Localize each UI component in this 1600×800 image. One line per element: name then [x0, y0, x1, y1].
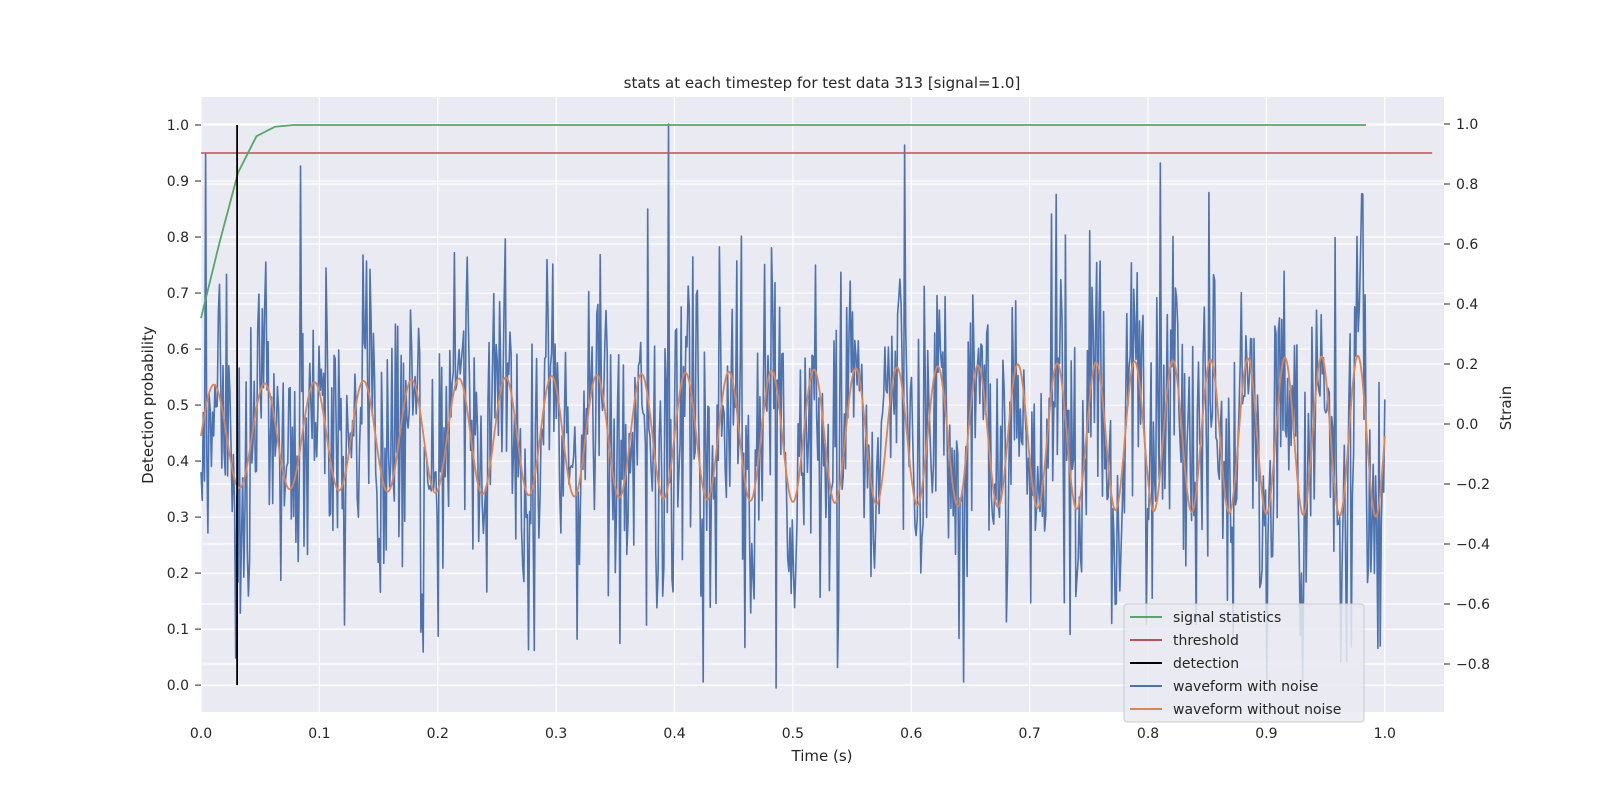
x-tick-label: 0.4 — [663, 726, 685, 742]
legend-item-waveform-without-noise: waveform without noise — [1130, 702, 1341, 718]
x-tick-label: 0.8 — [1137, 726, 1159, 742]
y-tick-label: 1.0 — [167, 118, 189, 134]
y-right-tick-label: 0.8 — [1456, 177, 1478, 193]
y-right-tick-label: 0.2 — [1456, 357, 1478, 373]
x-tick-label: 0.1 — [308, 726, 330, 742]
legend-item-waveform-with-noise: waveform with noise — [1130, 679, 1318, 695]
y-tick-label: 0.8 — [167, 230, 189, 246]
y-right-tick-label: 0.0 — [1456, 417, 1478, 433]
y-tick-label: 0.6 — [167, 342, 189, 358]
y-right-tick-label: 0.6 — [1456, 237, 1478, 253]
y-tick-label: 0.1 — [167, 622, 189, 638]
legend-label-detection: detection — [1173, 656, 1239, 672]
legend-label-waveform-with-noise: waveform with noise — [1173, 679, 1318, 695]
y-right-tick-label: −0.8 — [1456, 657, 1490, 673]
y-right-axis-label: Strain — [1497, 386, 1515, 430]
legend: signal statistics threshold detection wa… — [1123, 603, 1365, 723]
y-right-tick-label: −0.6 — [1456, 597, 1490, 613]
x-tick-label: 0.9 — [1255, 726, 1277, 742]
y-right-tick-label: 1.0 — [1456, 117, 1478, 133]
y-right-tick-label: −0.4 — [1456, 537, 1490, 553]
legend-label-signal-statistics: signal statistics — [1173, 610, 1281, 626]
y-right-tick-label: −0.2 — [1456, 477, 1490, 493]
y-tick-label: 0.9 — [167, 174, 189, 190]
series-waveform-without-noise — [200, 354, 1386, 519]
y-axis-label: Detection probability — [139, 326, 157, 484]
x-tick-label: 0.2 — [427, 726, 449, 742]
series-layer — [200, 123, 1433, 689]
legend-item-detection: detection — [1130, 656, 1239, 672]
legend-item-threshold: threshold — [1130, 633, 1239, 649]
y-tick-label: 0.0 — [167, 678, 189, 694]
legend-label-waveform-without-noise: waveform without noise — [1173, 702, 1341, 718]
legend-box — [1123, 603, 1365, 723]
y-tick-label: 0.3 — [167, 510, 189, 526]
x-axis-label: Time (s) — [791, 747, 853, 765]
y-right-tick-label: 0.4 — [1456, 297, 1478, 313]
y-tick-labels: 0.0 0.1 0.2 0.3 0.4 0.5 0.6 0.7 0.8 0.9 1.0 — [167, 118, 201, 694]
chart-title: stats at each timestep for test data 313… — [624, 74, 1021, 92]
y-tick-label: 0.2 — [167, 566, 189, 582]
y-tick-label: 0.5 — [167, 398, 189, 414]
legend-label-threshold: threshold — [1173, 633, 1239, 649]
series-signal-statistics — [200, 124, 1366, 319]
x-tick-label: 0.6 — [900, 726, 922, 742]
x-tick-label: 0.5 — [782, 726, 804, 742]
y-tick-label: 0.4 — [167, 454, 189, 470]
x-tick-label: 0.7 — [1019, 726, 1041, 742]
x-tick-labels: 0.0 0.1 0.2 0.3 0.4 0.5 0.6 0.7 0.8 0.9 1.0 — [190, 726, 1396, 742]
x-tick-label: 1.0 — [1374, 726, 1396, 742]
x-tick-label: 0.0 — [190, 726, 212, 742]
y-right-tick-labels: −0.8 −0.6 −0.4 −0.2 0.0 0.2 0.4 0.6 0.8 1.0 — [1444, 117, 1490, 673]
y-tick-label: 0.7 — [167, 286, 189, 302]
series-waveform-with-noise — [200, 123, 1386, 689]
legend-item-signal-statistics: signal statistics — [1130, 610, 1281, 626]
x-tick-label: 0.3 — [545, 726, 567, 742]
